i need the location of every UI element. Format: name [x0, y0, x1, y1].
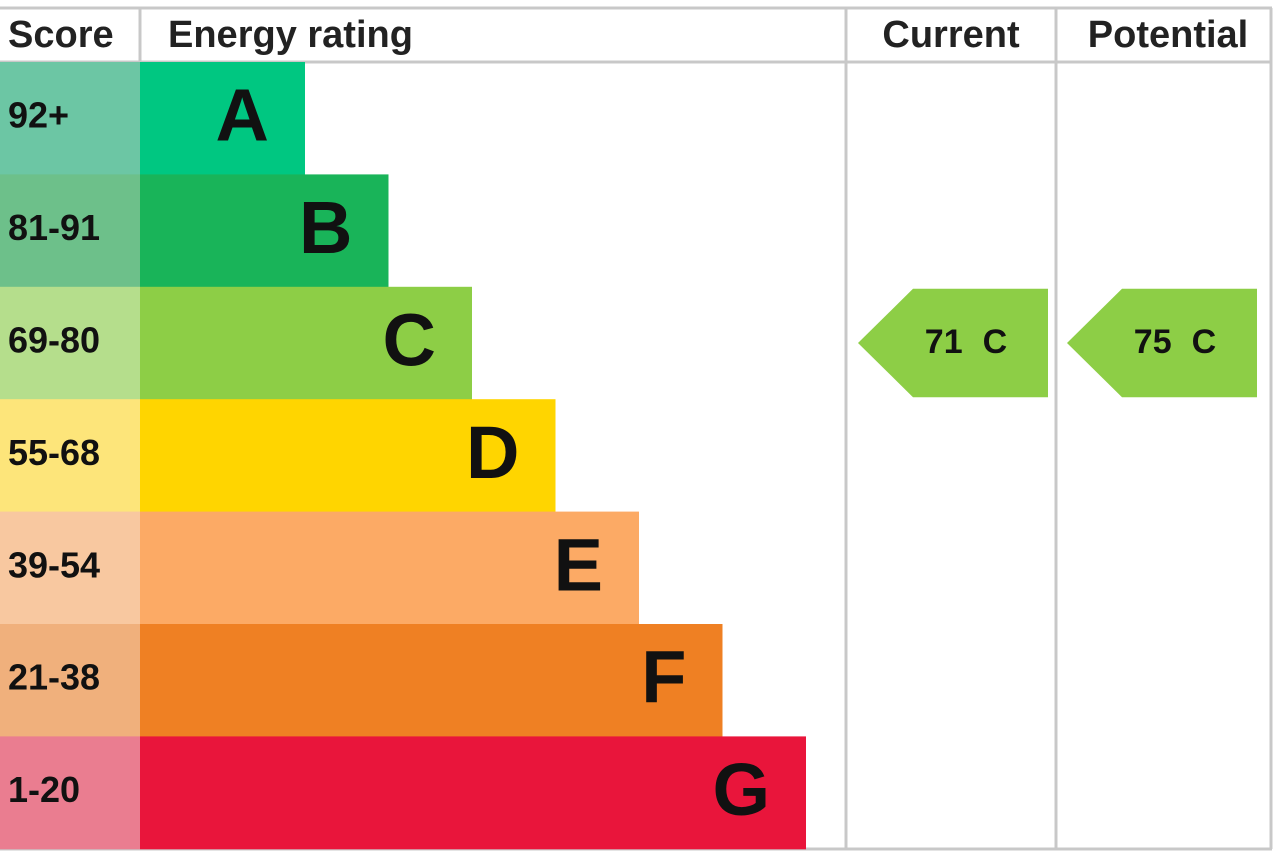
rating-letter: C [383, 299, 436, 382]
potential-value: 75 [1134, 323, 1172, 361]
score-cell [0, 511, 140, 625]
potential-arrow [1067, 288, 1257, 398]
header-potential: Potential [1088, 14, 1248, 56]
header-rating: Energy rating [168, 14, 413, 56]
rating-bar [140, 399, 556, 513]
score-cell [0, 174, 140, 288]
rating-letter: A [216, 74, 269, 157]
score-cell [0, 286, 140, 400]
rating-letter: F [641, 636, 686, 719]
score-range: 92+ [8, 95, 69, 136]
current-arrow [858, 288, 1048, 398]
rating-bar [140, 624, 723, 737]
header-score: Score [8, 14, 114, 56]
current-label: 71 C [925, 323, 1007, 361]
score-cell [0, 736, 140, 850]
rating-bar [140, 511, 639, 625]
score-range: 69-80 [8, 320, 100, 361]
score-range: 1-20 [8, 769, 80, 810]
score-range: 55-68 [8, 432, 100, 473]
potential-label: 75 C [1134, 323, 1216, 361]
rating-letter: D [466, 411, 519, 494]
rating-bar [140, 736, 806, 850]
rating-letter: E [554, 523, 603, 606]
rating-bar [140, 174, 389, 288]
rating-letter: G [712, 748, 770, 831]
score-cell [0, 62, 140, 175]
rating-bar [140, 62, 305, 175]
score-cell [0, 399, 140, 513]
score-range: 21-38 [8, 657, 100, 698]
rating-bar [140, 286, 472, 400]
header-current: Current [882, 14, 1020, 56]
score-cell [0, 624, 140, 737]
rating-letter: B [299, 186, 352, 269]
current-rating: C [983, 323, 1008, 361]
score-range: 81-91 [8, 207, 100, 248]
potential-rating: C [1192, 323, 1217, 361]
current-value: 71 [925, 323, 963, 361]
score-range: 39-54 [8, 544, 100, 585]
